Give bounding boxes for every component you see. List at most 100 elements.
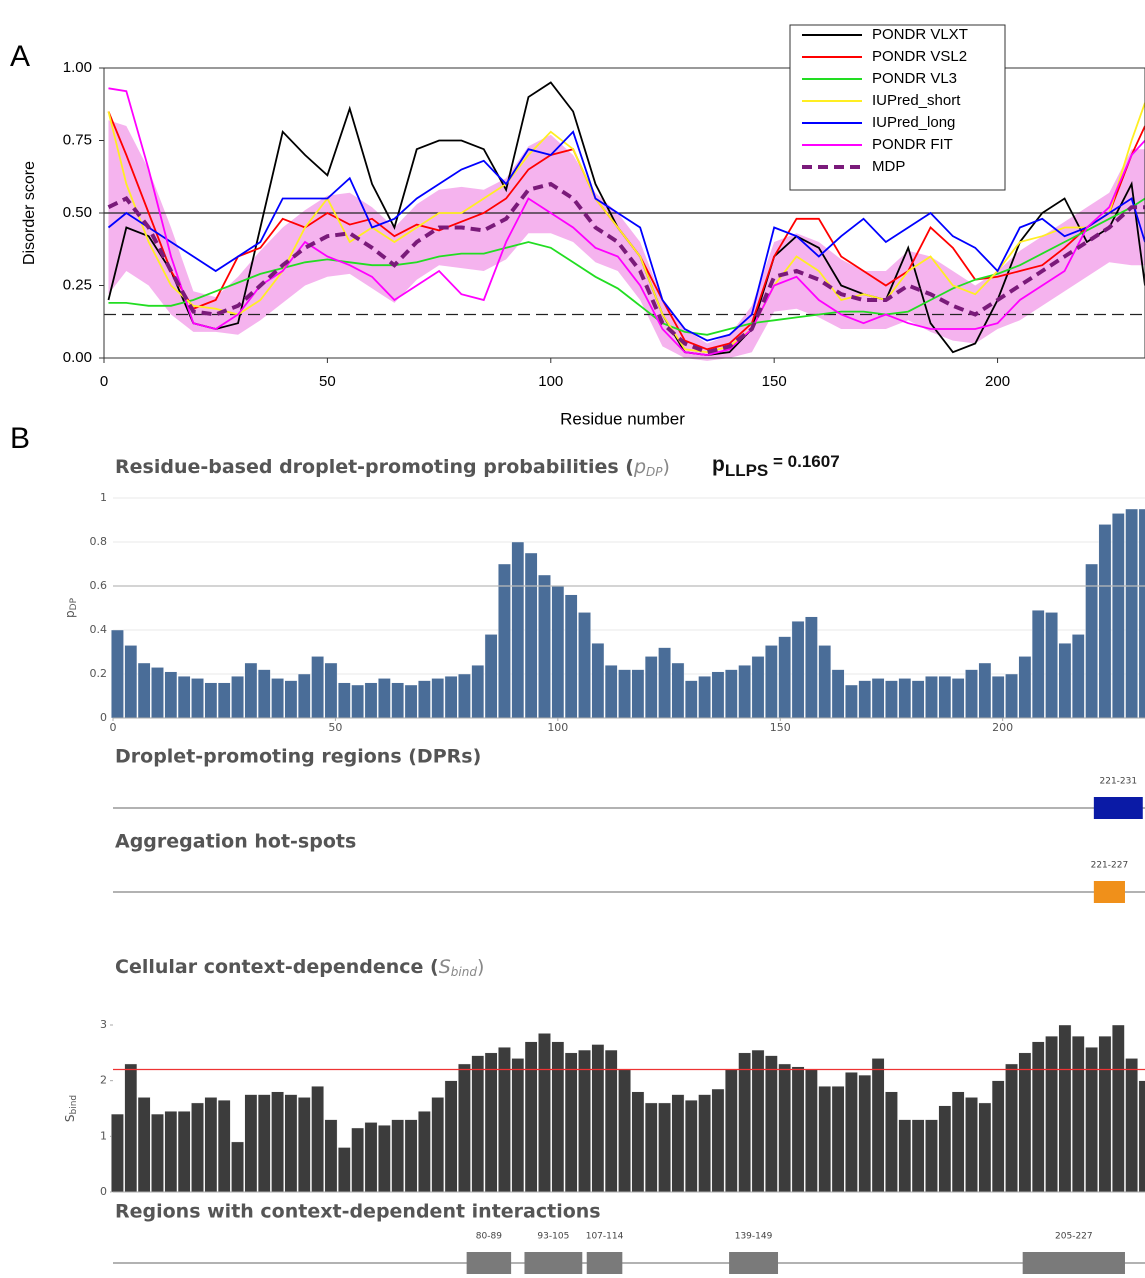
bar <box>524 1041 538 1193</box>
bar <box>604 665 618 719</box>
bar <box>805 1069 818 1193</box>
text-part: DP <box>69 597 79 610</box>
bar <box>631 1091 645 1193</box>
text-part: Residue-based droplet-promoting probabil… <box>115 456 634 478</box>
y-tick-label: 0.75 <box>63 131 92 148</box>
bar <box>458 673 471 719</box>
bar <box>738 1052 751 1193</box>
bar <box>1098 524 1112 719</box>
x-tick-label: 150 <box>762 373 787 390</box>
bar <box>311 1086 324 1193</box>
bar <box>791 621 805 719</box>
bar <box>658 1102 671 1193</box>
bar <box>1005 673 1018 719</box>
bar <box>1125 508 1138 719</box>
region-box <box>586 1252 623 1274</box>
region-label: 221-227 <box>1091 861 1129 871</box>
bar <box>805 616 818 719</box>
bar <box>391 1119 405 1193</box>
bar <box>738 665 751 719</box>
region-label: 139-149 <box>735 1232 773 1242</box>
legend-label: PONDR VSL2 <box>872 48 967 65</box>
bar <box>471 665 485 719</box>
bar <box>1031 1041 1045 1193</box>
bar <box>337 682 351 719</box>
bar <box>925 676 938 719</box>
bar <box>1045 612 1058 719</box>
bar <box>231 1141 244 1193</box>
bar <box>711 671 725 719</box>
bar <box>858 680 872 719</box>
text-part: S <box>439 956 451 978</box>
bar <box>191 1102 204 1193</box>
bar <box>684 1099 698 1193</box>
legend-label: IUPred_short <box>872 92 961 109</box>
legend-box <box>789 24 1006 191</box>
bar <box>951 1091 965 1193</box>
bar <box>271 678 284 719</box>
bar <box>871 1058 885 1193</box>
bar <box>391 682 405 719</box>
bar <box>444 676 458 719</box>
bar <box>324 1119 338 1193</box>
annotation: pLLPS = 0.1607 <box>712 452 840 480</box>
text-part: S <box>63 1115 77 1123</box>
bar <box>671 1094 685 1193</box>
bar <box>578 612 591 719</box>
bar <box>137 662 151 719</box>
bar <box>244 1094 258 1193</box>
legend-label: MDP <box>872 158 905 175</box>
bar <box>378 1124 391 1193</box>
legend-label: PONDR VL3 <box>872 70 957 87</box>
bar <box>324 662 338 719</box>
y-axis-label: pDP <box>63 597 79 618</box>
region-label: 205-227 <box>1055 1232 1093 1242</box>
track-title: Regions with context-dependent interacti… <box>115 1201 601 1223</box>
bar <box>244 662 258 719</box>
bar <box>378 678 391 719</box>
text-part: ) <box>663 456 670 478</box>
y-tick-label: 0.6 <box>90 579 108 592</box>
bar <box>111 1113 124 1193</box>
bar <box>1031 610 1045 719</box>
text-part: bind <box>451 965 478 979</box>
bar <box>978 662 992 719</box>
bar <box>885 1091 898 1193</box>
text-part: DP <box>646 465 663 479</box>
bar <box>1058 1024 1072 1193</box>
bar <box>858 1074 872 1193</box>
bar <box>1098 1035 1112 1193</box>
text-part: LLPS <box>725 461 768 480</box>
bar <box>351 1127 364 1193</box>
bar <box>364 682 378 719</box>
bar <box>698 1094 711 1193</box>
y-tick-label: 0 <box>100 711 107 724</box>
region-label: 221-231 <box>1100 777 1138 787</box>
chart-title: Cellular context-dependence (Sbind) <box>115 956 484 979</box>
bar <box>564 594 578 719</box>
text-part: ) <box>477 956 484 978</box>
bar <box>1071 1035 1085 1193</box>
x-tick-label: 0 <box>110 721 117 734</box>
bar <box>925 1119 938 1193</box>
chart-title: Residue-based droplet-promoting probabil… <box>115 456 670 479</box>
track-title: Aggregation hot-spots <box>115 831 356 853</box>
bar <box>991 676 1005 719</box>
bar <box>911 680 925 719</box>
bar <box>431 1097 445 1193</box>
bar <box>631 669 645 719</box>
x-tick-label: 50 <box>328 721 342 734</box>
x-tick-label: 150 <box>770 721 791 734</box>
x-axis-label: Residue number <box>560 409 685 428</box>
bar <box>751 1049 765 1193</box>
bar <box>778 636 792 719</box>
text-part: p <box>633 456 646 478</box>
bar <box>177 676 191 719</box>
bar <box>1111 1024 1125 1193</box>
bar <box>818 1086 832 1193</box>
bar <box>751 656 765 719</box>
legend-label: PONDR FIT <box>872 136 953 153</box>
bar <box>257 1094 271 1193</box>
bar <box>1018 1052 1032 1193</box>
